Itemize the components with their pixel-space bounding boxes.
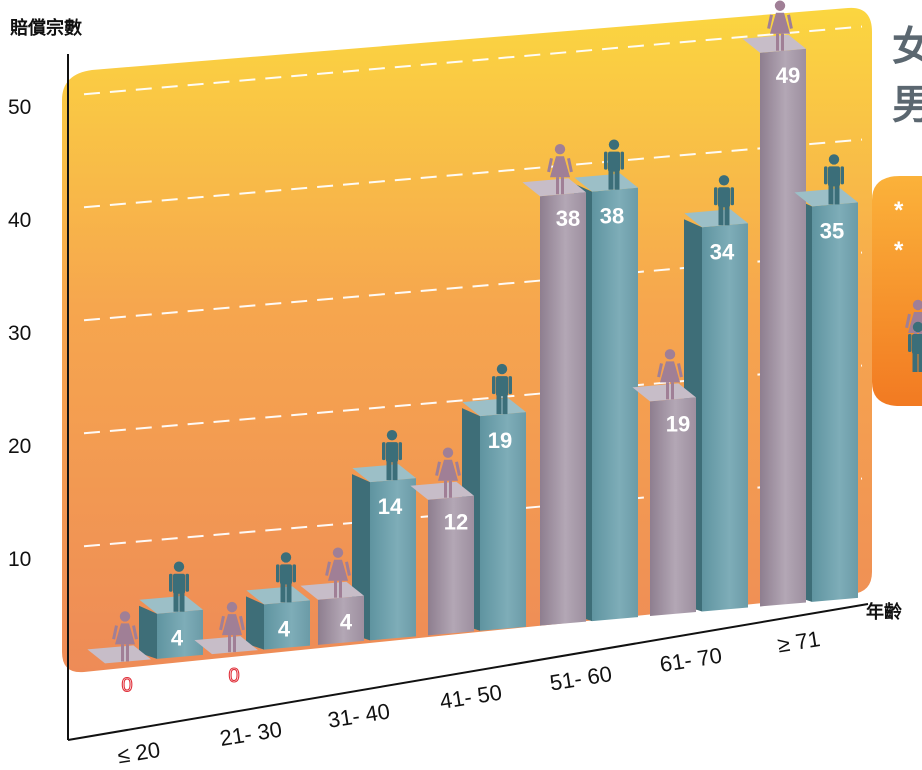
- y-axis-title: 賠償宗數: [10, 17, 82, 38]
- female-figure-icon: [325, 547, 351, 598]
- side-title-female: 女: [892, 25, 922, 69]
- male-figure-icon: [824, 154, 844, 205]
- male-value-label: 4: [171, 626, 184, 651]
- bars: 0 4 0 4 4 14 12 19 38 38 19 34 49 35: [87, 0, 858, 697]
- female-bar: [410, 481, 474, 636]
- female-value-label: 0: [121, 674, 132, 696]
- male-figure-icon: [908, 321, 922, 372]
- female-value-label: 0: [228, 665, 239, 687]
- female-value-label: 4: [340, 610, 353, 635]
- x-tick-label: 41- 50: [438, 680, 504, 714]
- male-bar: [352, 464, 416, 641]
- male-figure-icon: [169, 561, 189, 612]
- male-value-label: 34: [710, 239, 735, 264]
- x-tick-label: 61- 70: [658, 643, 724, 677]
- male-value-label: 35: [820, 218, 844, 243]
- grid-line: [83, 138, 863, 209]
- male-bar: [794, 188, 858, 602]
- x-axis-title: 年齡: [866, 601, 902, 622]
- y-tick-label: 30: [8, 322, 31, 345]
- x-tick-label: ≤ 20: [116, 737, 162, 768]
- x-tick-label: 51- 60: [548, 661, 614, 695]
- y-tick-label: 50: [8, 96, 31, 119]
- female-figure-icon: [435, 447, 461, 498]
- side-title-male: 男: [892, 83, 922, 127]
- legend-entry: *: [894, 197, 904, 224]
- female-bar: [194, 636, 258, 655]
- legend: **: [894, 197, 922, 372]
- x-tick-label: 31- 40: [326, 698, 392, 732]
- x-axis-line: [67, 603, 869, 741]
- male-bar: [246, 586, 310, 650]
- male-value-label: 19: [488, 428, 512, 453]
- female-figure-icon: [219, 601, 245, 653]
- male-value-label: 14: [378, 494, 403, 519]
- y-tick-label: 40: [8, 209, 31, 232]
- y-tick-label: 10: [8, 548, 31, 571]
- male-figure-icon: [714, 175, 734, 226]
- female-value-label: 38: [556, 206, 580, 231]
- y-tick-labels: 10 20 30 40 50: [8, 96, 31, 571]
- legend-entry: *: [894, 237, 904, 264]
- grid-line: [83, 25, 863, 96]
- female-value-label: 19: [666, 411, 690, 436]
- x-tick-label: ≥ 71: [776, 626, 822, 657]
- male-bar: [574, 173, 638, 622]
- male-figure-icon: [604, 139, 624, 190]
- male-bar: [139, 595, 203, 659]
- female-figure-icon: [767, 0, 793, 51]
- male-value-label: 38: [600, 204, 624, 229]
- male-figure-icon: [382, 429, 402, 481]
- male-bar-side: [246, 596, 264, 650]
- female-figure-icon: [547, 143, 573, 195]
- male-bar: [684, 209, 748, 612]
- female-figure-icon: [657, 349, 683, 400]
- female-bar: [87, 645, 151, 664]
- male-bar: [462, 398, 526, 631]
- male-bar-side: [139, 605, 157, 659]
- y-tick-label: 20: [8, 435, 31, 458]
- female-bar: [522, 178, 586, 626]
- x-tick-label: 21- 30: [218, 717, 284, 751]
- female-value-label: 12: [444, 510, 468, 535]
- female-bar: [632, 383, 696, 617]
- male-figure-icon: [276, 552, 296, 603]
- male-figure-icon: [492, 363, 512, 415]
- female-value-label: 49: [776, 63, 800, 88]
- female-bar: [742, 34, 806, 607]
- female-bar: [300, 581, 364, 645]
- male-value-label: 4: [278, 616, 291, 641]
- female-figure-icon: [112, 611, 138, 662]
